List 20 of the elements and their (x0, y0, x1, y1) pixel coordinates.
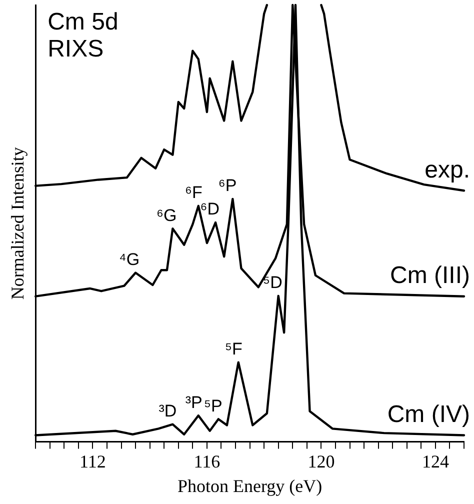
x-tick-label: 124 (422, 451, 449, 472)
annotation: ⁵D (263, 273, 282, 292)
series-label: exp. (424, 156, 470, 184)
annotation: ⁵P (204, 396, 222, 416)
annotation: ⁶F (185, 183, 202, 202)
annotation: Cm 5d RIXS (48, 8, 118, 63)
x-tick-label: 112 (80, 451, 106, 472)
x-axis-title: Photon Energy (eV) (177, 476, 322, 496)
y-axis-title: Normalized Intensity (8, 147, 28, 300)
annotation: ³D (158, 402, 177, 421)
annotation: ⁶D (200, 200, 220, 219)
series-label: Cm (III) (390, 262, 470, 289)
annotation: ³P (185, 392, 202, 412)
x-tick-label: 116 (194, 451, 220, 472)
series-label: Cm (IV) (387, 400, 470, 428)
annotation: ⁵F (224, 339, 242, 358)
x-tick-label: 120 (308, 451, 335, 472)
annotation: ⁶P (218, 176, 237, 196)
annotation: ⁶G (156, 206, 177, 225)
annotation: ⁴G (119, 250, 140, 269)
